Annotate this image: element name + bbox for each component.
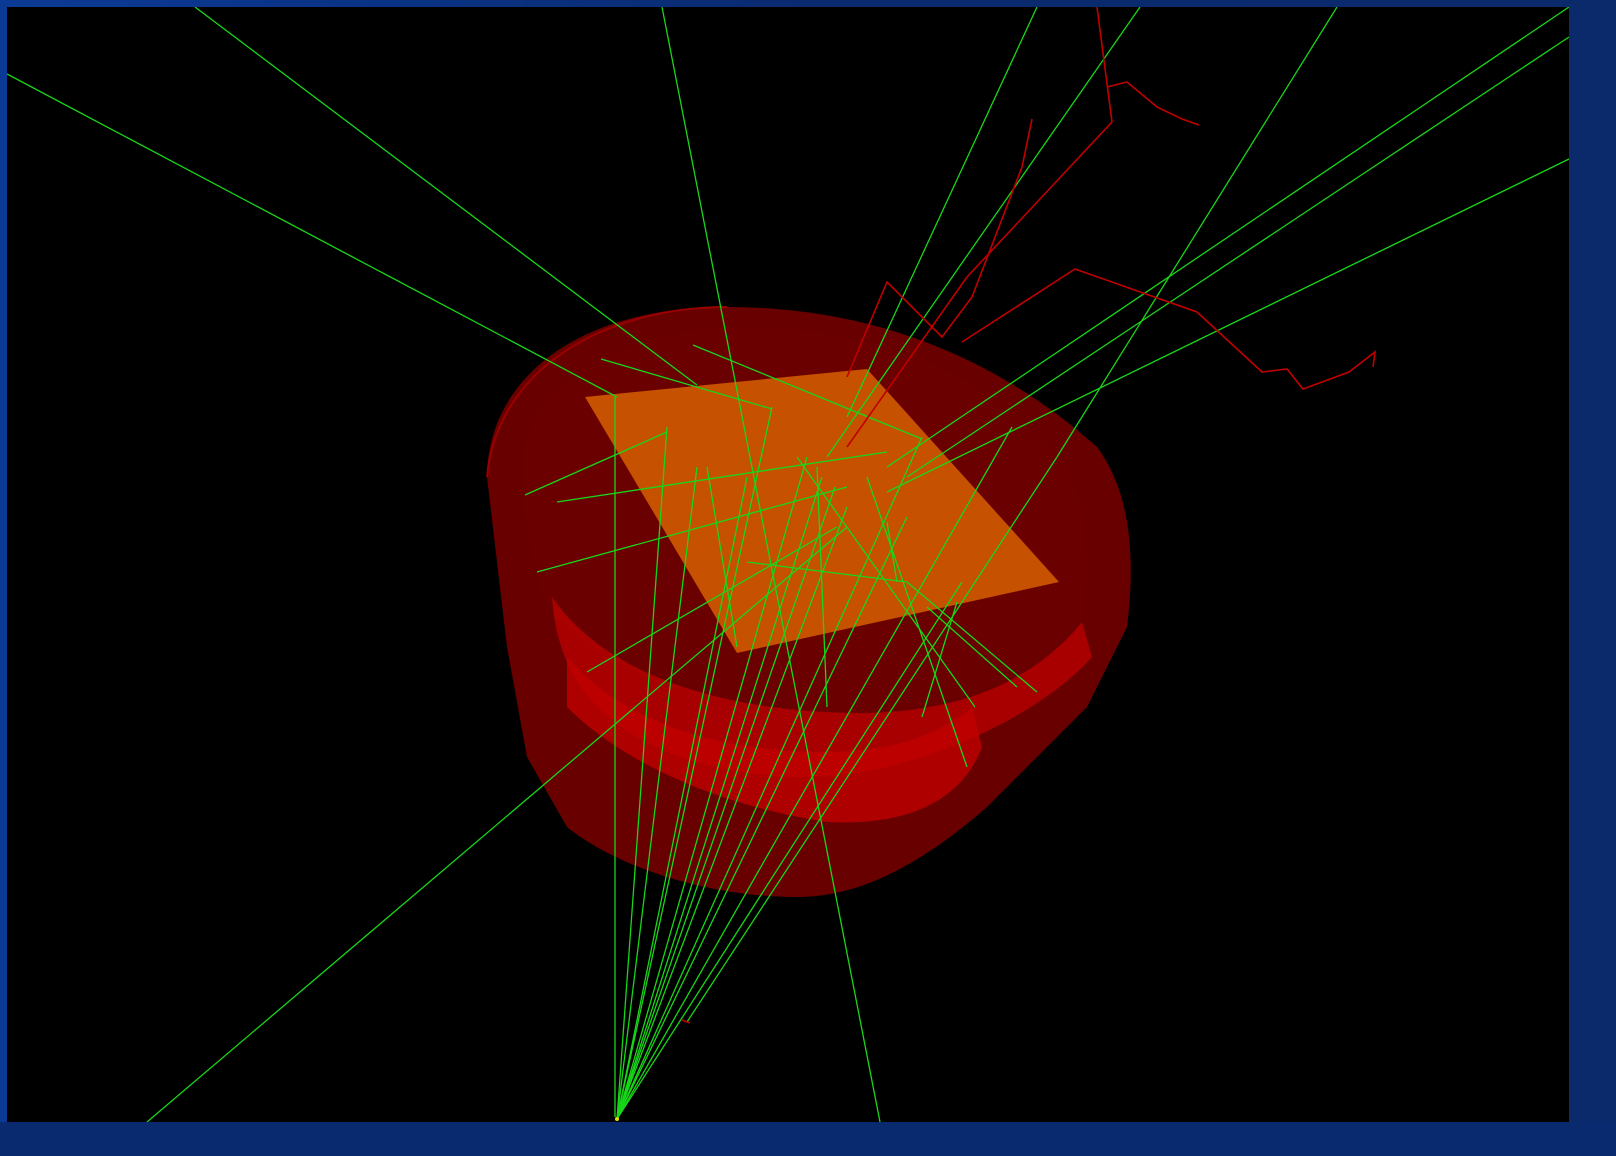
- charged-track: [846, 7, 1113, 448]
- gamma-tracks: [7, 7, 1569, 1122]
- gamma-track: [706, 466, 738, 648]
- source-point: [615, 1117, 619, 1121]
- gamma-track: [536, 486, 848, 573]
- gamma-track: [906, 581, 1038, 693]
- gamma-track: [1056, 7, 1338, 458]
- gamma-track: [146, 526, 848, 1122]
- gamma-track: [616, 436, 923, 1120]
- gamma-track: [7, 73, 618, 398]
- gamma-track: [886, 521, 898, 583]
- gamma-track: [826, 7, 1141, 458]
- gamma-track: [616, 406, 773, 1120]
- gamma-track: [616, 426, 668, 1120]
- gamma-track: [926, 606, 1018, 688]
- gamma-track: [921, 601, 958, 718]
- gamma-track: [600, 358, 773, 410]
- gamma-track: [616, 466, 698, 1120]
- inner-red-ring: [567, 657, 982, 823]
- 3d-viewer-viewport[interactable]: [7, 7, 1569, 1122]
- gamma-track: [616, 476, 823, 1120]
- charged-track: [1106, 81, 1200, 126]
- gamma-track: [586, 526, 838, 673]
- crystal-plate: [585, 369, 1059, 653]
- gamma-track: [816, 466, 828, 708]
- bottom-frame-strip: [0, 1122, 1616, 1156]
- right-frame-strip: [1569, 0, 1616, 1122]
- gamma-track: [846, 7, 1038, 418]
- gamma-track: [524, 431, 668, 496]
- charged-track: [846, 118, 1033, 378]
- gamma-track: [194, 7, 698, 386]
- gamma-track: [616, 426, 1013, 1120]
- gamma-track: [886, 158, 1569, 493]
- gamma-track: [616, 516, 908, 1120]
- gamma-track: [886, 7, 1569, 468]
- gamma-track: [796, 456, 976, 708]
- gamma-track: [746, 561, 908, 583]
- gamma-track: [866, 476, 968, 768]
- gamma-track: [692, 344, 923, 440]
- gamma-track: [616, 581, 963, 1120]
- detector-scene: [7, 7, 1569, 1122]
- charged-track: [681, 1019, 691, 1024]
- gamma-track: [686, 456, 1058, 1023]
- gamma-track: [616, 476, 748, 1120]
- gamma-track: [616, 506, 848, 1120]
- gamma-track: [906, 36, 1569, 478]
- charged-track: [961, 268, 1377, 390]
- outer-rim-edge: [486, 306, 728, 478]
- gamma-track: [616, 486, 836, 1120]
- gamma-track: [616, 456, 808, 1120]
- charged-tracks: [681, 7, 1377, 1024]
- gamma-track: [556, 451, 888, 503]
